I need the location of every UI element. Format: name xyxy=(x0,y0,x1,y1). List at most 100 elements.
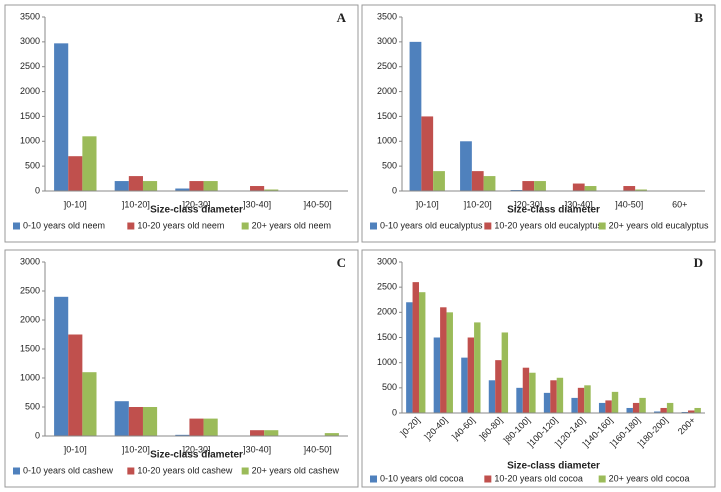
x-tick-label: ]10-20] xyxy=(122,199,150,209)
y-tick-label: 3000 xyxy=(377,36,397,46)
bar xyxy=(483,176,496,191)
bar xyxy=(324,433,339,436)
legend-swatch xyxy=(484,222,492,230)
x-tick-label: ]30-40] xyxy=(565,199,593,209)
bar xyxy=(681,411,689,413)
y-tick-label: 2000 xyxy=(20,314,40,324)
y-tick-label: 3000 xyxy=(377,256,397,266)
x-tick-label: ]0-10] xyxy=(64,199,87,209)
panel-border xyxy=(4,4,359,243)
bar xyxy=(584,186,597,191)
bar xyxy=(418,292,426,413)
bar xyxy=(250,430,265,436)
bar xyxy=(516,387,523,413)
legend-swatch xyxy=(127,222,135,230)
legend-label: 0-10 years old cashew xyxy=(23,465,114,475)
bar xyxy=(522,367,530,413)
bar xyxy=(626,407,633,413)
bar xyxy=(264,189,279,191)
legend-label: 10-20 years old cocoa xyxy=(494,473,583,483)
bar xyxy=(440,307,447,413)
bar xyxy=(433,171,445,191)
y-tick-label: 2500 xyxy=(20,61,40,71)
legend-label: 20+ years old cashew xyxy=(252,465,340,475)
bar xyxy=(474,322,481,413)
x-tick-label: ]40-50] xyxy=(304,199,332,209)
x-tick-label: ]20-30] xyxy=(182,444,210,454)
y-tick-label: 0 xyxy=(392,407,397,417)
bar xyxy=(543,392,551,413)
y-tick-label: 1500 xyxy=(377,111,397,121)
panel-label: B xyxy=(694,10,703,25)
bar xyxy=(114,401,129,436)
bar xyxy=(467,337,475,413)
bar xyxy=(605,400,612,413)
bar xyxy=(461,357,468,413)
bar xyxy=(522,181,535,191)
bar xyxy=(128,407,143,436)
bar xyxy=(189,418,204,436)
legend-label: 20+ years old cocoa xyxy=(609,473,690,483)
bar xyxy=(433,337,441,413)
y-tick-label: 1500 xyxy=(20,343,40,353)
legend-swatch xyxy=(241,467,249,475)
bar xyxy=(175,188,190,191)
x-tick-label: 200+ xyxy=(676,415,697,436)
bar xyxy=(556,377,564,413)
bar xyxy=(623,186,636,191)
y-tick-label: 500 xyxy=(382,161,397,171)
bar xyxy=(142,181,158,191)
x-tick-label: ]40-60] xyxy=(450,415,477,442)
y-tick-label: 2000 xyxy=(377,307,397,317)
bar xyxy=(68,334,83,436)
bar xyxy=(654,411,661,413)
x-tick-label: ]60-80] xyxy=(478,415,505,442)
legend-swatch xyxy=(127,467,135,475)
bar xyxy=(264,430,279,436)
bar xyxy=(406,302,413,413)
y-tick-label: 2500 xyxy=(377,282,397,292)
bar xyxy=(250,186,265,191)
x-tick-label: ]20-30] xyxy=(182,199,210,209)
panel-border xyxy=(361,249,716,488)
bar xyxy=(409,41,422,191)
bar xyxy=(421,116,434,191)
y-tick-label: 1500 xyxy=(377,332,397,342)
x-tick-label: ]10-20] xyxy=(464,199,492,209)
bar xyxy=(54,296,69,436)
bar xyxy=(632,402,640,413)
bar xyxy=(142,407,158,436)
x-tick-label: 60+ xyxy=(672,199,687,209)
bar xyxy=(68,156,83,191)
legend-label: 20+ years old eucalyptus xyxy=(609,220,709,230)
x-tick-label: ]30-40] xyxy=(243,444,271,454)
y-tick-label: 0 xyxy=(35,185,40,195)
x-axis-title: Size-class diameter xyxy=(150,205,243,216)
legend-swatch xyxy=(598,222,606,230)
legend-swatch xyxy=(13,222,20,230)
bar xyxy=(635,189,647,191)
bar xyxy=(114,181,129,191)
y-tick-label: 0 xyxy=(35,430,40,440)
bar xyxy=(572,183,585,191)
bar xyxy=(694,407,701,413)
x-axis-title: Size-class diameter xyxy=(507,205,600,216)
bar xyxy=(571,397,578,413)
legend-label: 20+ years old neem xyxy=(252,220,331,230)
bar xyxy=(203,418,218,436)
panel-label: C xyxy=(337,255,346,270)
y-tick-label: 3500 xyxy=(377,11,397,21)
y-tick-label: 3000 xyxy=(20,36,40,46)
bar xyxy=(611,391,619,413)
y-tick-label: 3500 xyxy=(20,11,40,21)
x-tick-label: ]180-200] xyxy=(636,415,670,449)
bar xyxy=(501,332,509,413)
bar xyxy=(534,181,546,191)
bar xyxy=(54,43,69,191)
bar xyxy=(446,312,453,413)
bar xyxy=(203,181,218,191)
x-axis-title: Size-class diameter xyxy=(507,461,600,472)
x-tick-label: ]0-10] xyxy=(416,199,439,209)
legend-swatch xyxy=(484,475,492,483)
